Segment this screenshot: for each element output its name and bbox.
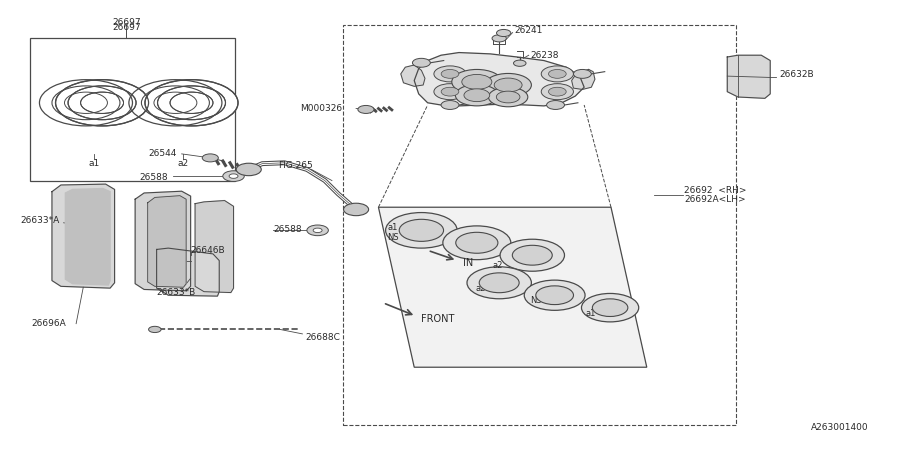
Circle shape [223,171,244,181]
Circle shape [56,80,148,126]
Circle shape [358,105,374,113]
Circle shape [489,87,527,107]
Text: 26646B: 26646B [191,246,225,255]
Text: M000326: M000326 [300,104,342,113]
Circle shape [202,154,219,162]
Text: 26688C: 26688C [305,333,340,342]
Circle shape [455,85,499,106]
Text: a2: a2 [178,159,189,168]
Polygon shape [135,191,191,291]
Circle shape [512,245,553,265]
Text: 26238: 26238 [530,51,559,60]
Circle shape [494,78,522,92]
Polygon shape [52,184,114,288]
Text: FRONT: FRONT [421,314,454,324]
Circle shape [68,86,136,120]
Circle shape [479,273,519,292]
Text: 26241: 26241 [515,26,543,35]
Text: NS: NS [387,233,399,242]
Circle shape [236,163,261,176]
Circle shape [467,267,531,299]
Circle shape [548,87,566,96]
Circle shape [455,232,498,253]
Text: a1: a1 [88,159,100,168]
Circle shape [548,69,566,78]
Polygon shape [148,196,186,287]
Circle shape [170,92,213,113]
Circle shape [485,73,531,97]
Circle shape [492,35,507,42]
Polygon shape [414,53,584,106]
Polygon shape [400,65,425,86]
Circle shape [573,69,591,78]
Circle shape [514,60,526,66]
Circle shape [496,91,520,103]
Text: 26697: 26697 [112,22,140,32]
Circle shape [541,84,573,99]
Circle shape [441,87,459,96]
Text: a1: a1 [586,310,597,319]
Circle shape [581,293,639,322]
Circle shape [500,239,564,271]
Circle shape [462,74,492,90]
Text: 26692  <RH>: 26692 <RH> [684,186,747,195]
Text: a2: a2 [493,261,503,270]
Circle shape [145,80,238,126]
Circle shape [148,326,161,333]
Text: A263001400: A263001400 [811,423,868,432]
Circle shape [592,299,628,316]
Polygon shape [727,55,770,99]
Text: 26632B: 26632B [779,70,814,79]
Text: 26696A: 26696A [32,319,67,328]
Circle shape [307,225,328,236]
Text: a2: a2 [475,284,485,292]
Circle shape [524,280,585,310]
Circle shape [385,212,457,248]
Text: 26633*B: 26633*B [157,288,196,297]
Text: 26692A<LH>: 26692A<LH> [684,195,746,204]
Circle shape [313,228,322,233]
Circle shape [541,66,573,82]
Circle shape [81,92,123,113]
Polygon shape [157,248,220,296]
Circle shape [441,100,459,109]
Text: NS: NS [530,296,542,305]
Polygon shape [195,201,233,292]
Circle shape [443,226,511,260]
Polygon shape [66,189,110,285]
Circle shape [158,86,226,120]
Circle shape [452,69,502,94]
Bar [343,25,736,425]
Circle shape [412,58,430,67]
Circle shape [434,84,466,99]
Text: 26697: 26697 [112,18,140,27]
Text: 26588: 26588 [140,172,168,181]
Circle shape [441,69,459,78]
Text: a1: a1 [387,223,398,232]
Circle shape [464,89,490,102]
Text: IN: IN [463,258,473,268]
Polygon shape [378,207,647,367]
Polygon shape [572,69,595,90]
Circle shape [536,286,573,305]
Circle shape [344,203,369,216]
Circle shape [434,66,466,82]
Circle shape [230,174,238,178]
Text: 26588: 26588 [273,225,302,234]
Circle shape [546,100,564,109]
Bar [30,38,235,180]
Text: 26544: 26544 [148,148,177,157]
Text: FIG.265: FIG.265 [278,161,313,170]
Circle shape [400,219,444,241]
Circle shape [497,29,511,36]
Text: 26633*A: 26633*A [21,216,60,225]
